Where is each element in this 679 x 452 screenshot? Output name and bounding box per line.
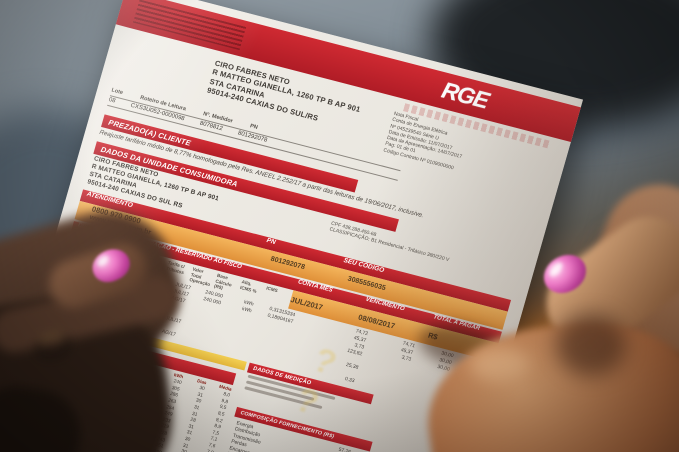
thumb-fist-shadow-gap — [556, 314, 626, 376]
knuckle-highlight — [470, 348, 530, 382]
